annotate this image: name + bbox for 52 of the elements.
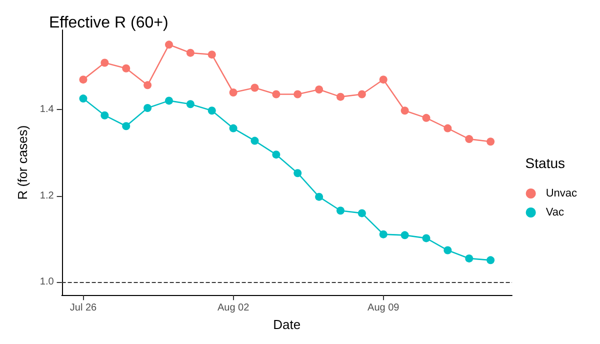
point xyxy=(229,88,238,96)
point xyxy=(186,100,194,108)
point xyxy=(229,124,238,132)
point xyxy=(122,122,130,130)
point xyxy=(358,209,366,218)
point xyxy=(379,230,388,238)
point xyxy=(122,64,130,72)
point xyxy=(400,231,409,240)
point xyxy=(294,90,302,98)
legend-title: Status xyxy=(525,155,566,171)
point xyxy=(315,192,324,201)
point xyxy=(465,254,474,262)
y-tick-label: 1.2 xyxy=(40,190,54,202)
point xyxy=(358,90,366,98)
point xyxy=(422,234,430,242)
legend-label: Unvac xyxy=(546,188,578,200)
point xyxy=(165,96,173,105)
point xyxy=(465,135,474,144)
point xyxy=(400,106,409,115)
point xyxy=(336,206,344,215)
point xyxy=(144,104,152,112)
point xyxy=(486,138,495,146)
x-tick-label: Jul 26 xyxy=(70,302,98,314)
point xyxy=(379,76,388,84)
x-tick-label: Aug 09 xyxy=(368,302,400,314)
point xyxy=(422,114,430,122)
point xyxy=(315,85,324,94)
legend-label: Vac xyxy=(546,206,564,218)
y-tick-label: 1.4 xyxy=(40,104,54,116)
point xyxy=(250,84,259,92)
point xyxy=(444,124,452,132)
y-axis-title: R (for cases) xyxy=(15,125,30,200)
x-axis-title: Date xyxy=(273,317,301,332)
chart-title: Effective R (60+) xyxy=(49,14,168,32)
point xyxy=(250,136,259,145)
point xyxy=(144,81,152,90)
point xyxy=(272,90,280,98)
point xyxy=(186,48,194,57)
point xyxy=(79,76,88,84)
point xyxy=(272,150,280,159)
point xyxy=(208,106,216,115)
y-tick-label: 1.0 xyxy=(40,276,54,288)
point xyxy=(100,111,109,120)
point xyxy=(444,246,452,254)
point xyxy=(294,169,302,178)
point xyxy=(336,92,344,101)
point xyxy=(208,50,216,59)
point xyxy=(486,256,495,264)
point xyxy=(79,94,88,103)
x-tick-label: Aug 02 xyxy=(217,302,250,314)
point xyxy=(165,40,173,49)
point xyxy=(100,58,109,67)
